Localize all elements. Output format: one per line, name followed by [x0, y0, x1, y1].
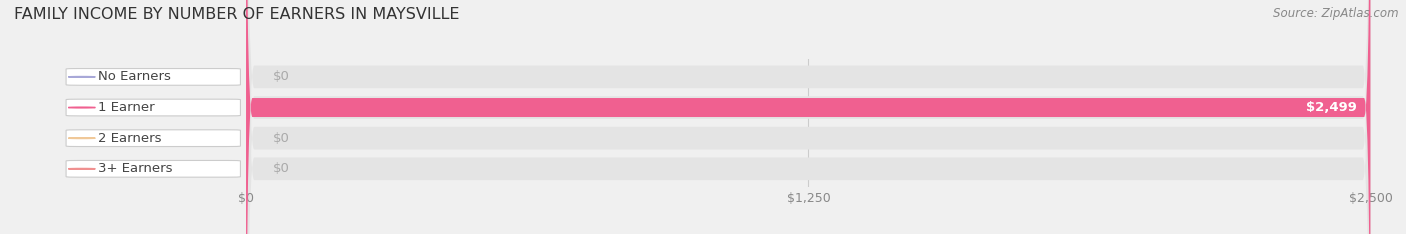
FancyBboxPatch shape	[246, 0, 1371, 234]
Circle shape	[69, 107, 96, 108]
FancyBboxPatch shape	[246, 0, 1371, 234]
FancyBboxPatch shape	[246, 0, 1371, 234]
Circle shape	[69, 168, 96, 169]
Text: $2,499: $2,499	[1306, 101, 1357, 114]
Text: 3+ Earners: 3+ Earners	[97, 162, 172, 175]
Text: FAMILY INCOME BY NUMBER OF EARNERS IN MAYSVILLE: FAMILY INCOME BY NUMBER OF EARNERS IN MA…	[14, 7, 460, 22]
Text: $0: $0	[273, 70, 290, 83]
FancyBboxPatch shape	[66, 161, 240, 177]
Text: $0: $0	[273, 132, 290, 145]
FancyBboxPatch shape	[66, 130, 240, 146]
Text: 2 Earners: 2 Earners	[97, 132, 162, 145]
Text: Source: ZipAtlas.com: Source: ZipAtlas.com	[1274, 7, 1399, 20]
FancyBboxPatch shape	[66, 99, 240, 116]
Text: $0: $0	[273, 162, 290, 175]
Circle shape	[69, 138, 96, 139]
FancyBboxPatch shape	[66, 69, 240, 85]
FancyBboxPatch shape	[246, 0, 1371, 234]
Text: No Earners: No Earners	[97, 70, 170, 83]
FancyBboxPatch shape	[246, 0, 1371, 234]
Text: 1 Earner: 1 Earner	[97, 101, 155, 114]
